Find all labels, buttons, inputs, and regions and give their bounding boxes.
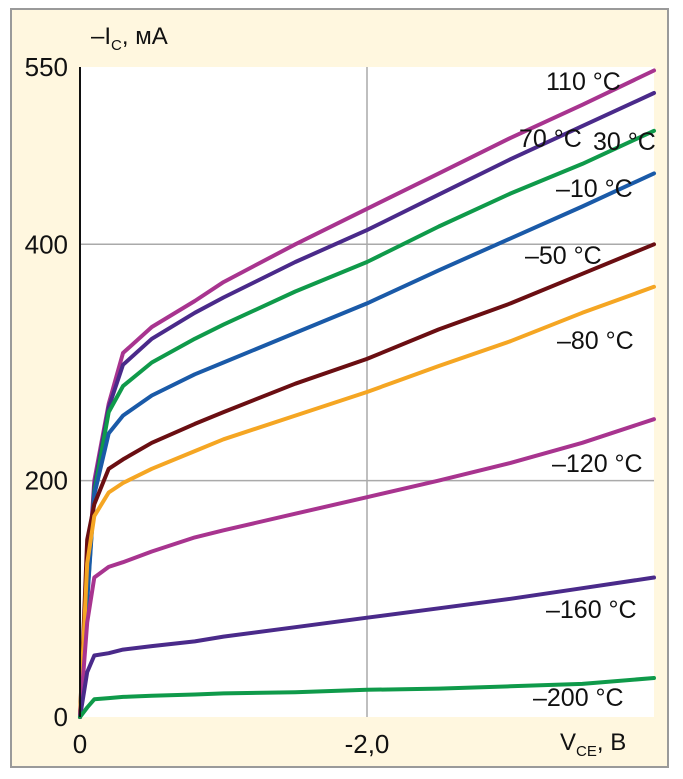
y-tick-label: 0 (54, 702, 68, 732)
series-label: –120 °C (552, 450, 643, 478)
series-label: 70 °C (519, 125, 582, 153)
series-line (78, 575, 656, 719)
series-line (78, 171, 656, 719)
series-label: –80 °C (557, 327, 634, 355)
series-label: –50 °C (525, 242, 602, 270)
y-tick-label: 550 (25, 52, 68, 82)
y-axis-label: –IC, мА (91, 23, 168, 54)
series-lines (78, 68, 656, 719)
series-line (78, 676, 656, 719)
series-line (78, 284, 656, 719)
tick-labels: 0 200 400 550 0 -2,0 (25, 52, 390, 759)
x-axis-label: VCE, B (560, 729, 626, 760)
series-labels: 110 °C 70 °C 30 °C –10 °C –50 °C –80 °C –120 °… (519, 68, 656, 712)
series-label: –160 °C (546, 596, 637, 624)
y-tick-label: 200 (25, 466, 68, 496)
series-line (78, 417, 656, 719)
series-label: –10 °C (556, 175, 633, 203)
x-tick-label: -2,0 (345, 729, 390, 759)
x-tick-label: 0 (73, 729, 87, 759)
series-line (78, 242, 656, 719)
y-tick-label: 400 (25, 229, 68, 259)
series-label: 30 °C (593, 128, 656, 156)
series-label: –200 °C (533, 684, 624, 712)
series-label: 110 °C (546, 68, 621, 96)
